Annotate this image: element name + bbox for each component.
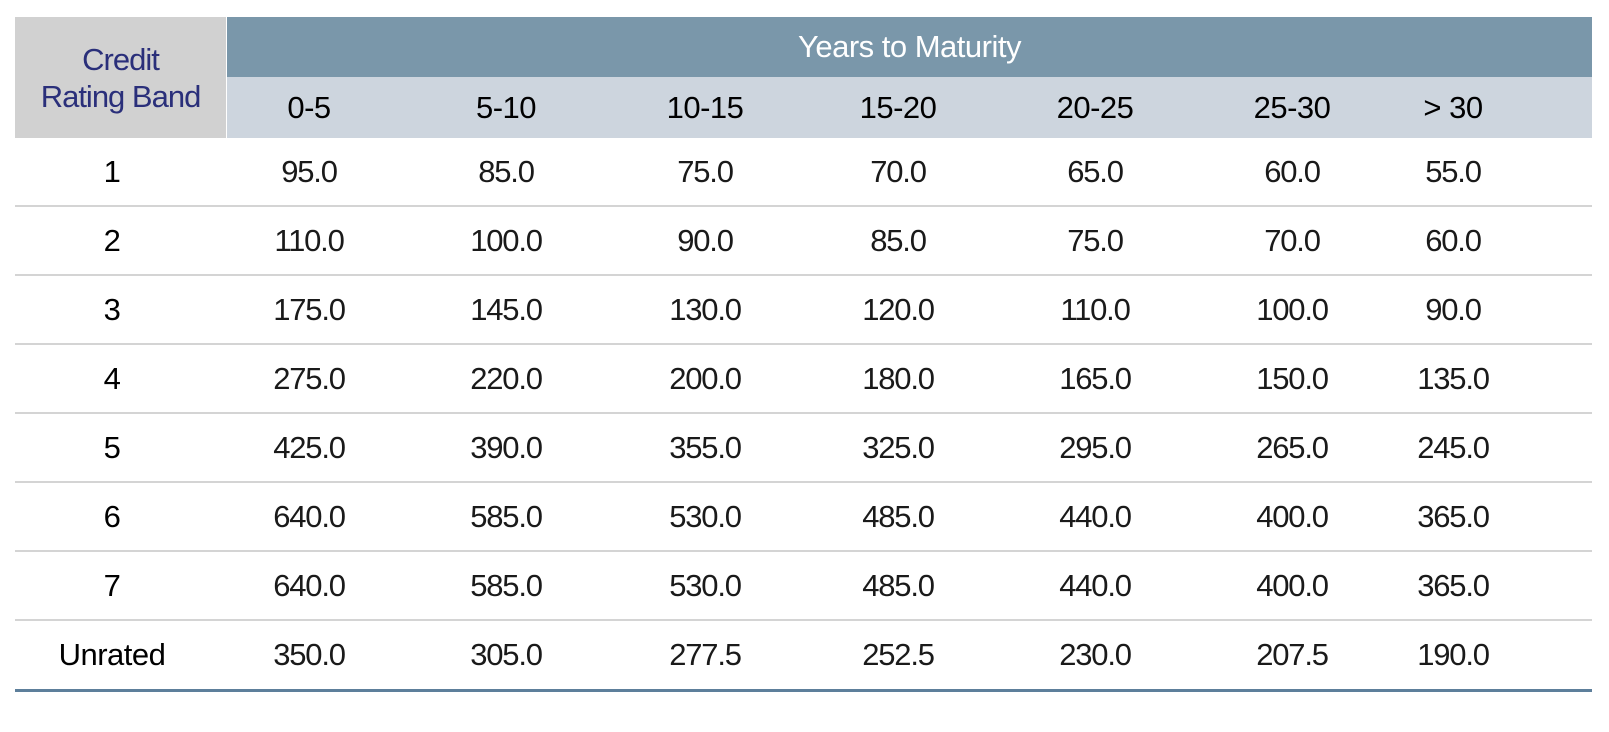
spread-value-cell: 230.0 — [1059, 637, 1132, 672]
spread-value-cell: 85.0 — [478, 153, 535, 189]
spread-value-cell: 640.0 — [273, 498, 346, 534]
spread-value-cell: 135.0 — [1417, 360, 1490, 396]
table-row: 6 640.0 585.0 530.0 485.0 440.0 400.0 365.0 — [15, 483, 1592, 552]
spread-value-cell: 145.0 — [470, 291, 543, 327]
spread-value-cell: 265.0 — [1256, 429, 1329, 465]
table-row: 5 425.0 390.0 355.0 325.0 295.0 265.0 245.0 — [15, 414, 1592, 483]
spread-value-cell: 252.5 — [862, 637, 935, 672]
table-row: 2 110.0 100.0 90.0 85.0 75.0 70.0 60.0 — [15, 207, 1592, 276]
spread-value-cell: 400.0 — [1256, 498, 1329, 534]
rating-band-cell: 7 — [103, 567, 121, 603]
spread-value-cell: 190.0 — [1417, 637, 1490, 672]
spread-value-cell: 245.0 — [1417, 429, 1490, 465]
corner-header-line-2: Rating Band — [40, 78, 202, 114]
spread-value-cell: 425.0 — [273, 429, 346, 465]
spread-value-cell: 585.0 — [470, 567, 543, 603]
column-header: 15-20 — [859, 89, 937, 125]
rating-band-cell: 5 — [103, 429, 121, 465]
spread-value-cell: 485.0 — [862, 498, 935, 534]
spread-value-cell: 180.0 — [862, 360, 935, 396]
table-row: 4 275.0 220.0 200.0 180.0 165.0 150.0 135.0 — [15, 345, 1592, 414]
spread-value-cell: 85.0 — [870, 222, 927, 258]
column-header: 0-5 — [287, 89, 331, 125]
rating-band-cell: 6 — [103, 498, 121, 534]
spread-value-cell: 220.0 — [470, 360, 543, 396]
spread-value-cell: 365.0 — [1417, 498, 1490, 534]
table-row: 1 95.0 85.0 75.0 70.0 65.0 60.0 55.0 — [15, 138, 1592, 207]
spread-value-cell: 65.0 — [1067, 153, 1124, 189]
column-header: > 30 — [1423, 89, 1483, 125]
table-row: Unrated 350.0 305.0 277.5 252.5 230.0 207.5 190… — [15, 621, 1592, 692]
spread-value-cell: 200.0 — [669, 360, 742, 396]
spread-value-cell: 175.0 — [273, 291, 346, 327]
spread-value-cell: 120.0 — [862, 291, 935, 327]
column-header: 20-25 — [1056, 89, 1134, 125]
spread-value-cell: 207.5 — [1256, 637, 1329, 672]
spread-value-cell: 440.0 — [1059, 498, 1132, 534]
spread-value-cell: 585.0 — [470, 498, 543, 534]
table-row: 3 175.0 145.0 130.0 120.0 110.0 100.0 90.0 — [15, 276, 1592, 345]
spread-value-cell: 70.0 — [1264, 222, 1321, 258]
spread-value-cell: 100.0 — [470, 222, 543, 258]
spread-value-cell: 70.0 — [870, 153, 927, 189]
spread-value-cell: 130.0 — [669, 291, 742, 327]
spread-value-cell: 355.0 — [669, 429, 742, 465]
spread-value-cell: 110.0 — [274, 222, 344, 258]
spread-value-cell: 100.0 — [1256, 291, 1329, 327]
spread-value-cell: 150.0 — [1256, 360, 1329, 396]
rating-band-cell: 2 — [103, 222, 121, 258]
table-body: 1 95.0 85.0 75.0 70.0 65.0 60.0 55.0 2 110.0 100.0… — [15, 138, 1592, 692]
spread-value-cell: 325.0 — [862, 429, 935, 465]
spread-value-cell: 165.0 — [1059, 360, 1132, 396]
column-header: 25-30 — [1253, 89, 1331, 125]
corner-header-line-1: Credit — [82, 41, 160, 77]
spread-value-cell: 390.0 — [470, 429, 543, 465]
credit-rating-band-header: Credit Rating Band — [15, 17, 226, 138]
spread-value-cell: 485.0 — [862, 567, 935, 603]
spread-value-cell: 95.0 — [281, 153, 338, 189]
spread-value-cell: 75.0 — [677, 153, 734, 189]
spread-value-cell: 275.0 — [273, 360, 346, 396]
spread-value-cell: 640.0 — [273, 567, 346, 603]
spread-value-cell: 277.5 — [669, 637, 742, 672]
spread-value-cell: 90.0 — [1425, 291, 1482, 327]
column-header: 5-10 — [475, 89, 537, 125]
rating-band-cell: 1 — [103, 153, 121, 189]
rating-band-cell: 4 — [103, 360, 121, 396]
spread-value-cell: 440.0 — [1059, 567, 1132, 603]
table-row: 7 640.0 585.0 530.0 485.0 440.0 400.0 365.0 — [15, 552, 1592, 621]
spread-value-cell: 60.0 — [1264, 153, 1321, 189]
years-to-maturity-header: Years to Maturity — [227, 17, 1592, 77]
spread-value-cell: 530.0 — [669, 567, 742, 603]
spread-value-cell: 90.0 — [677, 222, 734, 258]
spread-value-cell: 305.0 — [470, 637, 543, 672]
spread-value-cell: 350.0 — [273, 637, 346, 672]
maturity-column-headers: 0-5 5-10 10-15 15-20 20-25 25-30 > 30 — [227, 77, 1592, 138]
rating-band-cell: Unrated — [58, 637, 166, 672]
spread-value-cell: 365.0 — [1417, 567, 1490, 603]
column-header: 10-15 — [666, 89, 744, 125]
spread-value-cell: 55.0 — [1425, 153, 1482, 189]
spread-value-cell: 530.0 — [669, 498, 742, 534]
spread-value-cell: 295.0 — [1059, 429, 1132, 465]
spread-value-cell: 75.0 — [1067, 222, 1124, 258]
spread-value-cell: 60.0 — [1425, 222, 1482, 258]
rating-band-cell: 3 — [103, 291, 121, 327]
spread-value-cell: 110.0 — [1060, 291, 1130, 327]
spread-value-cell: 400.0 — [1256, 567, 1329, 603]
